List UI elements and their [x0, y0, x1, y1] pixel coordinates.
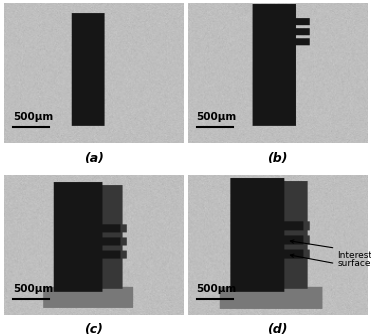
Text: 500μm: 500μm [13, 112, 53, 122]
Text: (d): (d) [267, 323, 288, 335]
Text: Interest: Interest [337, 251, 371, 260]
Text: surface: surface [337, 259, 371, 268]
Text: (a): (a) [83, 152, 104, 165]
Text: 500μm: 500μm [197, 284, 237, 293]
Text: (b): (b) [267, 152, 288, 165]
Text: 500μm: 500μm [197, 112, 237, 122]
Text: 500μm: 500μm [13, 284, 53, 293]
Text: (c): (c) [84, 323, 103, 335]
